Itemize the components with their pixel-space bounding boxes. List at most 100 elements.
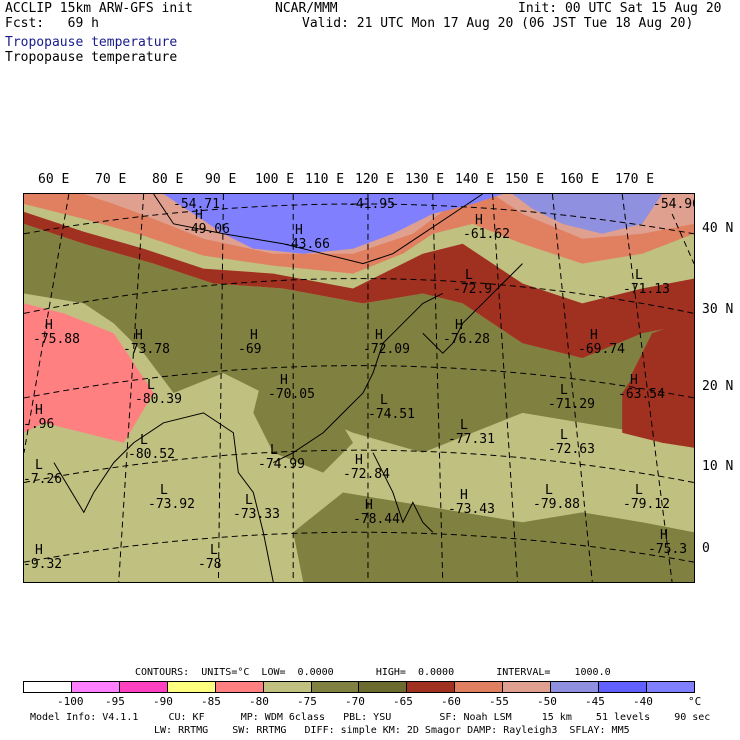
center-value: -72.63 xyxy=(548,442,595,457)
center-symbol: H xyxy=(185,193,193,198)
center-symbol: H xyxy=(280,373,288,388)
center-symbol: H xyxy=(630,373,638,388)
center-value: -73.33 xyxy=(233,507,280,522)
center-value: -80.52 xyxy=(128,447,175,462)
center-symbol: L xyxy=(380,393,388,408)
legend-tick-label: -90 xyxy=(153,695,173,708)
legend-tick-label: -60 xyxy=(441,695,461,708)
legend-tick-label: -50 xyxy=(537,695,557,708)
center-symbol: H xyxy=(295,223,303,238)
map-panel xyxy=(23,193,695,583)
fill-lavender-east xyxy=(512,194,663,234)
center-value: -71.29 xyxy=(548,397,595,412)
center-symbol: H xyxy=(250,328,258,343)
center-symbol: L xyxy=(560,428,568,443)
center-value: -71.13 xyxy=(623,282,670,297)
lon-label: 120 E xyxy=(355,172,395,187)
center-value: -80.39 xyxy=(135,392,182,407)
legend-tick-label: -85 xyxy=(201,695,221,708)
header-center: NCAR/MMM xyxy=(275,1,338,16)
center-symbol: L xyxy=(465,268,473,283)
fill-blue-region xyxy=(163,194,503,254)
center-symbol: H xyxy=(475,213,483,228)
center-symbol: L xyxy=(560,383,568,398)
header-init-time: Init: 00 UTC Sat 15 Aug 20 xyxy=(518,1,722,16)
legend-swatch xyxy=(215,682,264,692)
footer-physics-info: LW: RRTMG SW: RRTMG DIFF: simple KM: 2D … xyxy=(154,725,630,736)
header-model-title: ACCLIP 15km ARW-GFS init xyxy=(5,1,193,16)
center-value: -43.66 xyxy=(283,237,330,252)
center-symbol: H xyxy=(35,543,43,558)
center-value: -75.3 xyxy=(648,542,688,557)
center-symbol: H xyxy=(590,328,598,343)
center-value: -78.44 xyxy=(353,512,400,527)
center-symbol: L xyxy=(460,418,468,433)
center-value: -73.78 xyxy=(123,342,170,357)
lon-label: 100 E xyxy=(255,172,295,187)
center-symbol: L xyxy=(160,483,168,498)
center-value: -72.09 xyxy=(363,342,410,357)
legend-tick-label: -40 xyxy=(633,695,653,708)
center-value: -74.51 xyxy=(368,407,415,422)
center-value: -77.31 xyxy=(448,432,495,447)
center-value: -63.54 xyxy=(618,387,665,402)
center-symbol: H xyxy=(455,318,463,333)
fill-red-east xyxy=(622,318,694,448)
lon-label: 130 E xyxy=(405,172,445,187)
center-symbol: L xyxy=(635,483,643,498)
center-value: -69.74 xyxy=(578,342,625,357)
center-symbol: L xyxy=(270,443,278,458)
legend-tick-label: -45 xyxy=(585,695,605,708)
footer-model-info: Model Info: V4.1.1 CU: KF MP: WDM 6class… xyxy=(30,712,711,723)
center-value: -54.71 xyxy=(173,197,220,212)
pressure-centers-layer: H-54.71H-41.95H-54.96H-49.06H-43.66H-61.… xyxy=(23,193,695,583)
legend-swatch xyxy=(407,682,456,692)
field-title-blue: Tropopause temperature xyxy=(5,35,178,50)
center-value: -73.92 xyxy=(148,497,195,512)
fill-dark-olive-mid xyxy=(253,373,354,473)
lon-label: 170 E xyxy=(615,172,655,187)
center-symbol: H xyxy=(375,328,383,343)
center-value: -54.96 xyxy=(653,197,695,212)
header-forecast-hour: Fcst: 69 h xyxy=(5,16,99,31)
center-symbol: H xyxy=(660,528,668,543)
legend-swatch xyxy=(503,682,552,692)
legend-swatch xyxy=(311,682,360,692)
center-symbol: H xyxy=(195,208,203,223)
lat-label: 40 N xyxy=(702,221,734,236)
lon-label: 80 E xyxy=(152,172,184,187)
legend-swatch xyxy=(551,682,600,692)
lat-label: 20 N xyxy=(702,379,734,394)
legend-tick-label: -65 xyxy=(393,695,413,708)
center-symbol: H xyxy=(45,318,53,333)
center-value: -73.43 xyxy=(448,502,495,517)
legend-swatch xyxy=(359,682,408,692)
center-value: -70.05 xyxy=(268,387,315,402)
lon-label: 60 E xyxy=(38,172,70,187)
legend-swatch xyxy=(71,682,120,692)
lon-label: 70 E xyxy=(95,172,127,187)
legend-swatch xyxy=(455,682,504,692)
center-symbol: H xyxy=(135,328,143,343)
legend-swatch xyxy=(646,682,694,692)
graticule xyxy=(24,194,694,582)
lon-label: 90 E xyxy=(205,172,237,187)
fill-red-band xyxy=(24,211,694,443)
center-symbol: H xyxy=(365,498,373,513)
center-symbol: L xyxy=(210,543,218,558)
center-value: -9.32 xyxy=(23,557,63,572)
center-value: -79.12 xyxy=(623,497,670,512)
center-symbol: L xyxy=(545,483,553,498)
lat-label: 30 N xyxy=(702,302,734,317)
legend-tick-label: -95 xyxy=(105,695,125,708)
legend-unit: °C xyxy=(688,695,702,708)
legend-swatch xyxy=(599,682,647,692)
center-value: -74.99 xyxy=(258,457,305,472)
center-symbol: L xyxy=(635,268,643,283)
center-value: -41.95 xyxy=(348,197,395,212)
center-value: -.96 xyxy=(23,417,55,432)
legend-tick-label: -55 xyxy=(489,695,509,708)
center-value: -61.62 xyxy=(463,227,510,242)
center-symbol: H xyxy=(355,453,363,468)
center-symbol: H xyxy=(460,488,468,503)
